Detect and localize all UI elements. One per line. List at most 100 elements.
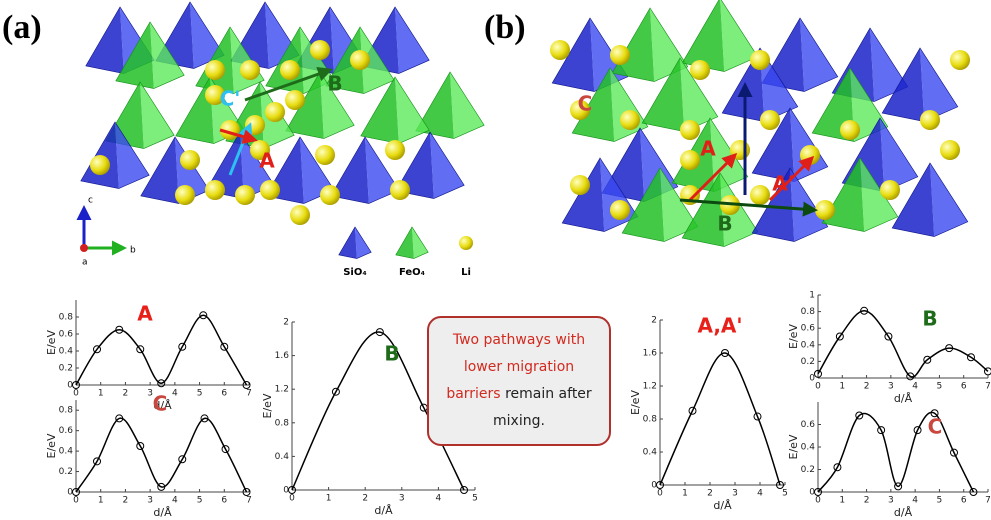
y-tick-label: 1	[809, 291, 815, 301]
energy-chart: 00.20.40.601234567d/ÅE/eVC	[787, 402, 991, 519]
x-tick-label: 2	[707, 489, 713, 499]
x-tick-label: 1	[839, 496, 845, 506]
y-tick-label: 0.4	[59, 347, 74, 357]
note-text: Two pathways with lower migration barrie…	[439, 327, 599, 435]
chart-title: A,A'	[697, 314, 742, 338]
li-atom	[290, 205, 310, 225]
panel-label: (a)	[2, 9, 42, 46]
y-axis-label: E/eV	[629, 390, 642, 415]
li-atom	[940, 140, 960, 160]
li-atom	[750, 50, 770, 70]
path-label: A	[259, 149, 275, 173]
x-tick-label: 5	[937, 382, 943, 392]
li-atom	[880, 180, 900, 200]
y-tick-label: 0.6	[59, 330, 74, 340]
x-tick-label: 0	[657, 489, 663, 499]
li-atom	[840, 120, 860, 140]
legend-label: Li	[461, 267, 471, 278]
note-rest: remain after mixing.	[493, 386, 592, 429]
x-tick-label: 1	[98, 496, 104, 506]
x-tick-label: 2	[123, 496, 129, 506]
x-tick-label: 0	[815, 496, 821, 506]
x-axis-label: d/Å	[374, 504, 393, 517]
chart-title: C	[153, 392, 168, 416]
li-atom	[350, 50, 370, 70]
x-axis-label: d/Å	[894, 506, 913, 519]
li-atom	[680, 150, 700, 170]
y-tick-label: 1.6	[643, 349, 658, 359]
y-tick-label: 0.4	[801, 340, 816, 350]
li-atom	[760, 110, 780, 130]
li-atom	[205, 60, 225, 80]
chart-title: C	[928, 415, 943, 439]
li-atom	[180, 150, 200, 170]
tetrahedron-face	[355, 227, 371, 259]
tetrahedron-face	[176, 77, 214, 144]
x-tick-label: 4	[757, 489, 763, 499]
chart-title: A	[137, 302, 153, 326]
y-tick-label: 0.2	[801, 465, 815, 475]
chart-title: B	[922, 307, 937, 331]
tetrahedron-face	[450, 72, 484, 139]
x-tick-label: 1	[326, 494, 332, 504]
x-tick-label: 7	[985, 496, 991, 506]
x-tick-label: 5	[197, 496, 203, 506]
energy-curve	[76, 418, 247, 492]
y-axis-label: E/eV	[787, 324, 800, 349]
li-atom	[285, 90, 305, 110]
x-tick-label: 5	[937, 496, 943, 506]
li-atom	[385, 140, 405, 160]
axis-letter: c	[88, 196, 93, 206]
x-tick-label: 0	[73, 389, 79, 399]
energy-curve	[660, 353, 780, 485]
tetrahedron-face	[140, 82, 174, 149]
y-tick-label: 2	[283, 318, 289, 328]
y-tick-label: 1.6	[275, 351, 290, 361]
x-tick-label: 6	[221, 496, 227, 506]
legend-label: FeO₄	[399, 267, 425, 278]
x-tick-label: 4	[172, 496, 178, 506]
li-atom	[320, 185, 340, 205]
x-tick-label: 3	[147, 496, 153, 506]
li-atom	[310, 40, 330, 60]
path-label: C	[578, 92, 593, 116]
li-atom	[265, 102, 285, 122]
x-tick-label: 4	[436, 494, 442, 504]
x-tick-label: 0	[73, 496, 79, 506]
li-atom	[690, 60, 710, 80]
tetrahedron-face	[930, 163, 968, 237]
tetrahedron-face	[562, 158, 604, 232]
y-tick-label: 0.6	[59, 426, 74, 436]
energy-chart: 00.20.40.60.801234567d/ÅE/eVC	[45, 392, 252, 520]
x-tick-label: 2	[864, 496, 870, 506]
x-tick-label: 2	[362, 494, 368, 504]
y-axis-label: E/eV	[787, 434, 800, 459]
li-atom	[459, 236, 473, 250]
li-atom	[750, 185, 770, 205]
x-tick-label: 3	[888, 496, 894, 506]
x-tick-label: 4	[172, 389, 178, 399]
x-tick-label: 0	[815, 382, 821, 392]
x-tick-label: 3	[399, 494, 405, 504]
figure: C'BACAA'BcbaSiO₄FeO₄Li (a) (b) 00.20.40.…	[0, 0, 991, 520]
tetrahedron-face	[880, 118, 918, 192]
note-box: Two pathways with lower migration barrie…	[427, 316, 611, 446]
y-tick-label: 0.4	[275, 452, 290, 462]
x-tick-label: 7	[985, 382, 991, 392]
path-label: A	[700, 137, 716, 161]
y-tick-label: 0.8	[801, 307, 816, 317]
x-tick-label: 1	[98, 389, 104, 399]
panel-label: (b)	[484, 9, 526, 46]
chart-title: B	[384, 342, 399, 366]
x-tick-label: 3	[732, 489, 738, 499]
x-tick-label: 6	[961, 496, 967, 506]
y-tick-label: 0.4	[643, 448, 658, 458]
x-tick-label: 5	[472, 494, 478, 504]
tetrahedron-face	[395, 77, 429, 144]
path-label: B	[717, 212, 732, 236]
y-tick-label: 0.8	[59, 313, 74, 323]
li-atom	[950, 50, 970, 70]
x-tick-label: 7	[246, 496, 252, 506]
